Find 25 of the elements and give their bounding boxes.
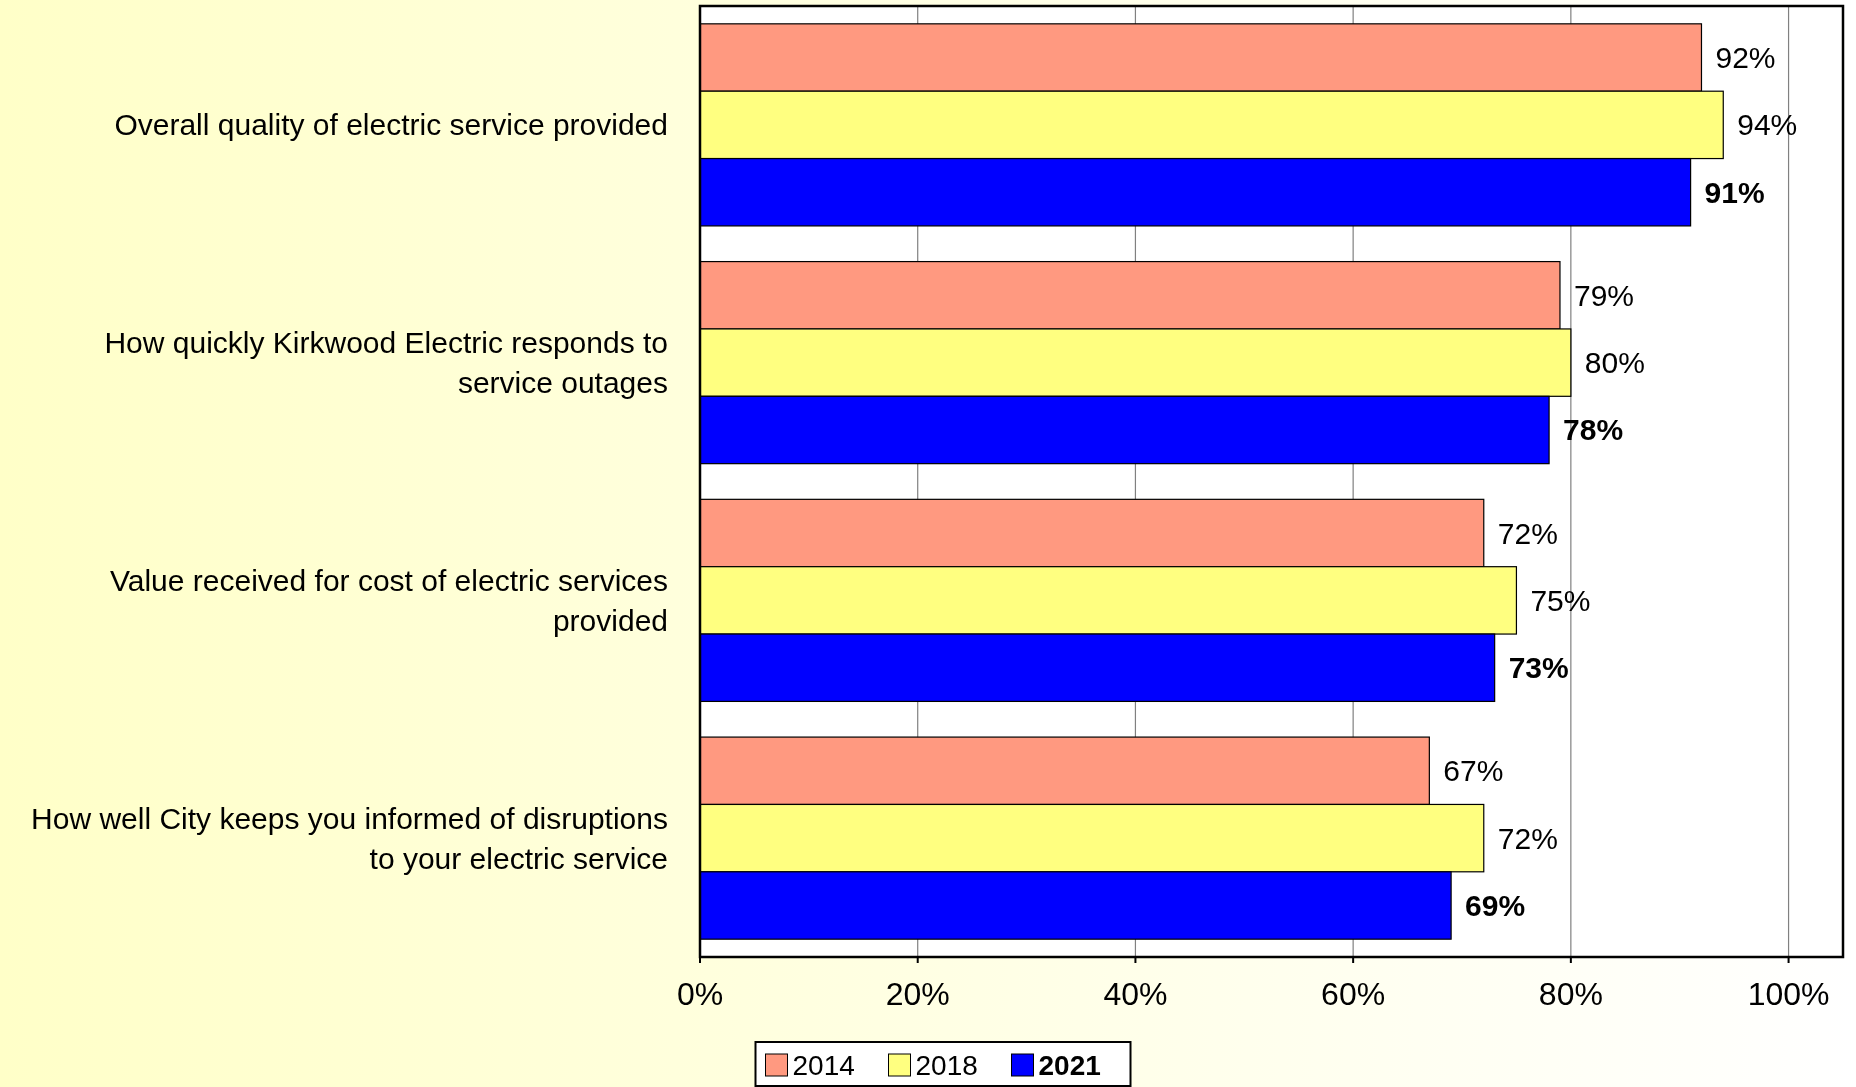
data-label: 69% — [1465, 888, 1526, 922]
data-label: 91% — [1704, 175, 1765, 209]
data-label: 79% — [1573, 278, 1635, 312]
y-tick-label: Value received for cost of electric services provided — [109, 563, 668, 637]
x-tick-label: 0% — [676, 976, 724, 1012]
y-tick-label: How well City keeps you informed of disruptions to your electric service — [31, 801, 668, 875]
legend-label: 2021 — [1038, 1049, 1101, 1081]
legend-label: 2014 — [792, 1049, 855, 1081]
data-label: 78% — [1563, 413, 1624, 447]
data-label: 75% — [1530, 583, 1591, 617]
x-tick-label: 60% — [1321, 976, 1386, 1012]
legend-label: 2018 — [915, 1049, 978, 1081]
x-tick-label: 20% — [885, 976, 950, 1012]
data-label: 72% — [1497, 821, 1558, 855]
data-label: 94% — [1737, 108, 1798, 142]
x-tick-label: 40% — [1103, 976, 1168, 1012]
data-label: 80% — [1584, 346, 1645, 380]
data-label: 73% — [1508, 651, 1569, 685]
y-tick-label: Overall quality of electric service provided — [114, 108, 668, 142]
y-tick-label: How quickly Kirkwood Electric responds to service outages — [104, 326, 668, 400]
data-label: 92% — [1715, 41, 1776, 75]
x-tick-label: 80% — [1538, 976, 1603, 1012]
x-tick-label: 100% — [1747, 976, 1830, 1012]
data-label: 67% — [1443, 754, 1504, 788]
data-label: 72% — [1497, 516, 1558, 550]
